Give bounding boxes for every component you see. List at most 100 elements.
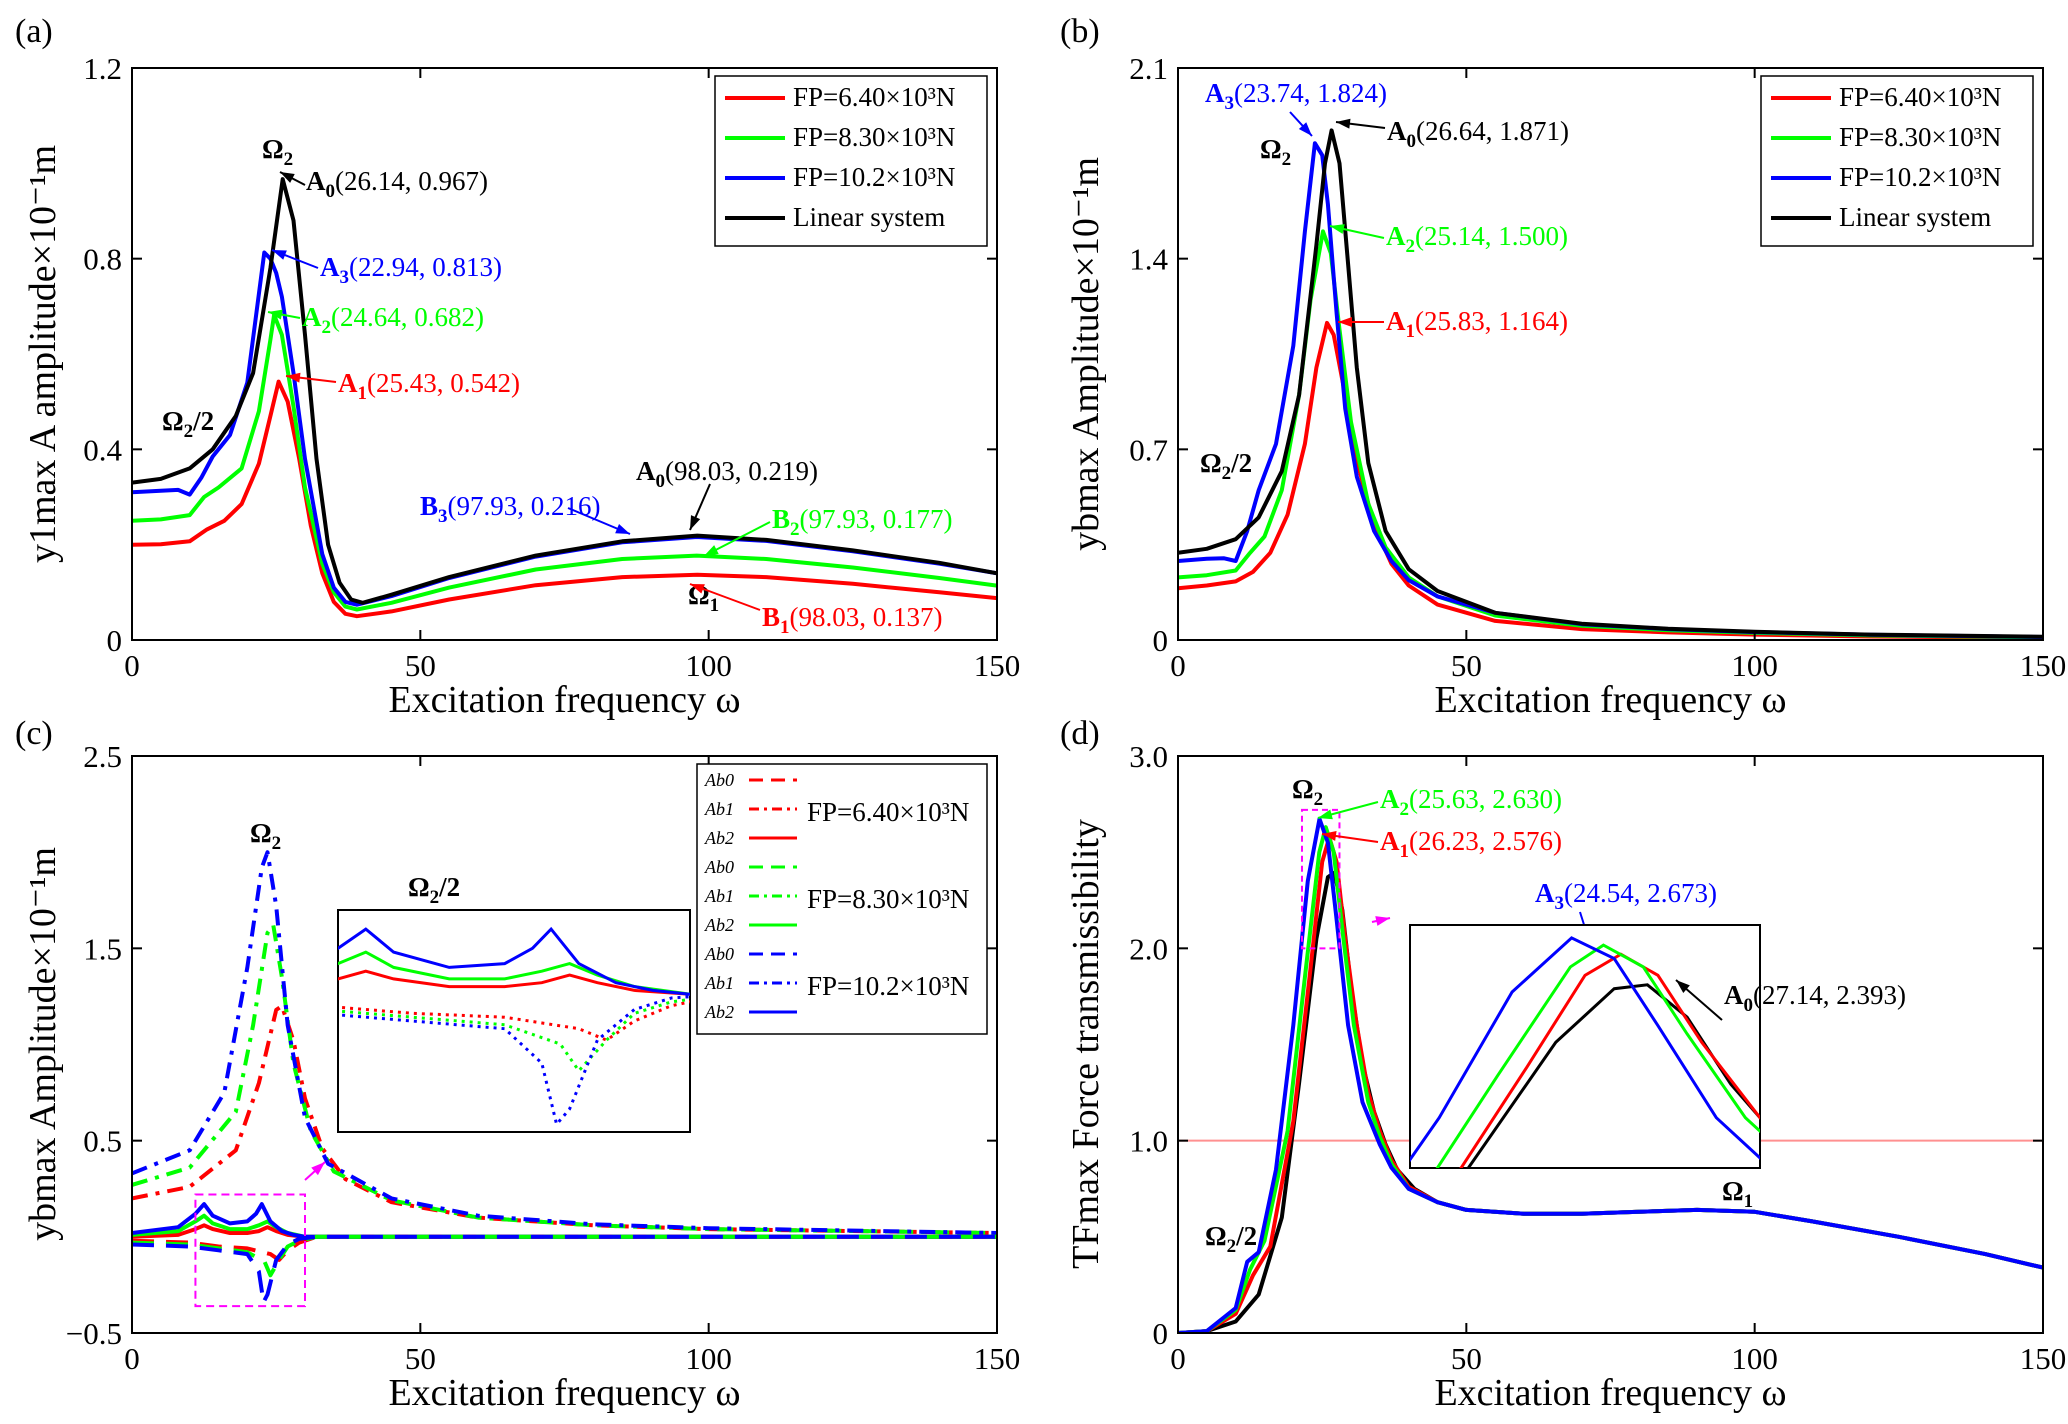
x-tick-label: 0 [124, 648, 140, 683]
x-tick-label: 100 [685, 648, 732, 683]
y-tick-label: 1.5 [83, 931, 122, 966]
series-line [1178, 320, 2043, 640]
legend-label: Ab0 [704, 857, 734, 877]
arrow-head [272, 250, 287, 260]
annotation-label: A1(26.23, 2.576) [1380, 826, 1562, 862]
x-tick-label: 0 [124, 1341, 140, 1376]
series-line [132, 1202, 997, 1239]
annotation-label: A0(26.14, 0.967) [306, 166, 488, 202]
x-axis-label: Excitation frequency ω [1434, 1372, 1786, 1414]
series-line [1178, 128, 2043, 639]
legend-label: Linear system [1839, 202, 1991, 232]
x-tick-label: 0 [1170, 648, 1186, 683]
series-group [132, 177, 997, 619]
y-axis-label: y1max A amplitude×10⁻¹m [22, 145, 64, 563]
series-line [1178, 816, 2043, 1333]
annotation-label: Ω2/2 [408, 872, 460, 908]
y-tick-label: 0.8 [83, 242, 122, 277]
legend-label: Ab2 [704, 828, 734, 848]
annotation-label: Ω1 [688, 580, 719, 616]
series-line [132, 312, 997, 612]
zoom-box [194, 1193, 306, 1308]
series-group [1178, 816, 2043, 1333]
x-tick-label: 100 [1731, 648, 1778, 683]
annotation-label: Ω2/2 [1205, 1221, 1257, 1257]
annotation-label: Ω2 [1260, 134, 1291, 170]
legend-label: Ab1 [704, 973, 734, 993]
annotation-label: Ω2/2 [162, 406, 214, 442]
legend-group-label: FP=6.40×10³N [807, 797, 969, 827]
arrow-head [1336, 118, 1351, 129]
panel-label: (d) [1060, 715, 1100, 752]
annotation-label: A3(23.74, 1.824) [1205, 78, 1387, 114]
x-tick-label: 100 [685, 1341, 732, 1376]
annotation-label: A1(25.83, 1.164) [1386, 306, 1568, 342]
legend-label: Ab0 [704, 944, 734, 964]
annotation-label: A0(98.03, 0.219) [636, 456, 818, 492]
y-tick-label: 0.4 [83, 432, 122, 467]
annotation-label: Ω2/2 [1200, 448, 1252, 484]
annotation-label: A2(24.64, 0.682) [302, 302, 484, 338]
arrow-head [1338, 317, 1352, 327]
legend-label: FP=8.30×10³N [1839, 122, 2001, 152]
x-axis-label: Excitation frequency ω [388, 679, 740, 721]
y-tick-label: 2.1 [1129, 51, 1168, 86]
annotation-label: A0(27.14, 2.393) [1724, 980, 1906, 1016]
arrow-head [280, 172, 295, 183]
series-line [132, 1234, 997, 1278]
y-tick-label: 0 [1153, 623, 1169, 658]
annotation-label: A2(25.14, 1.500) [1386, 221, 1568, 257]
legend-label: Ab2 [704, 915, 734, 935]
x-tick-label: 100 [1731, 1341, 1778, 1376]
annotation-label: B1(98.03, 0.137) [762, 602, 943, 638]
x-tick-label: 50 [1451, 648, 1482, 683]
x-tick-label: 50 [1451, 1341, 1482, 1376]
y-tick-label: 1.4 [1129, 242, 1168, 277]
panel-b: 0 50 100 150 0 0.7 1.4 2.1 (b) Excitation frequen… [1060, 13, 2066, 721]
panel-a: 0 50 100 150 0 0.4 0.8 1.2 (a) Excitation frequen… [15, 13, 1020, 721]
zoom-box [1300, 808, 1341, 950]
arrow-head [704, 545, 719, 556]
axes-frame [1177, 755, 2044, 1334]
series-line [132, 379, 997, 619]
legend-box [714, 75, 988, 247]
x-tick-label: 150 [2020, 1341, 2067, 1376]
legend-label: Ab1 [704, 886, 734, 906]
y-axis-label: TFmax Force transmissibility [1065, 819, 1107, 1269]
inset-frame [1409, 924, 1761, 1169]
series-group [1178, 128, 2043, 640]
y-tick-label: 0.5 [83, 1124, 122, 1159]
inset-frame [337, 909, 691, 1133]
annotation-label: Ω2 [1292, 774, 1323, 810]
panel-c: 0 50 100 150 −0.5 0.5 1.5 2.5 (c) Excitation freq… [15, 715, 1020, 1414]
inset-series [338, 926, 690, 1128]
panel-label: (a) [15, 13, 53, 50]
legend-label: FP=6.40×10³N [1839, 82, 2001, 112]
series-line [132, 1234, 997, 1305]
legend-label: FP=6.40×10³N [793, 82, 955, 112]
legend-group-label: FP=8.30×10³N [807, 884, 969, 914]
y-tick-label: 2.5 [83, 739, 122, 774]
x-tick-label: 0 [1170, 1341, 1186, 1376]
arrow-head [286, 372, 301, 383]
arrow-head [1330, 224, 1345, 234]
series-line [132, 177, 997, 605]
annotation-label: A0(26.64, 1.871) [1387, 116, 1569, 152]
arrow-head [1676, 980, 1690, 993]
y-tick-label: 1.2 [83, 51, 122, 86]
series-line [132, 850, 997, 1235]
legend-group-label: FP=10.2×10³N [807, 971, 969, 1001]
annotation-label: Ω2 [262, 134, 293, 170]
axes-frame [131, 67, 998, 641]
annotation-label: Ω2 [250, 818, 281, 854]
arrow-head [1322, 831, 1337, 841]
annotation-label: B3(97.93, 0.216) [420, 491, 601, 527]
annotation-label: B2(97.93, 0.177) [772, 504, 953, 540]
axes-frame [131, 755, 998, 1334]
annotation-label: A3(22.94, 0.813) [320, 252, 502, 288]
y-axis-label: ybmax Amplitude×10⁻¹m [22, 847, 64, 1241]
arrow-head [690, 515, 701, 530]
arrow-head [268, 309, 283, 320]
legend-label: Ab2 [704, 1002, 734, 1022]
